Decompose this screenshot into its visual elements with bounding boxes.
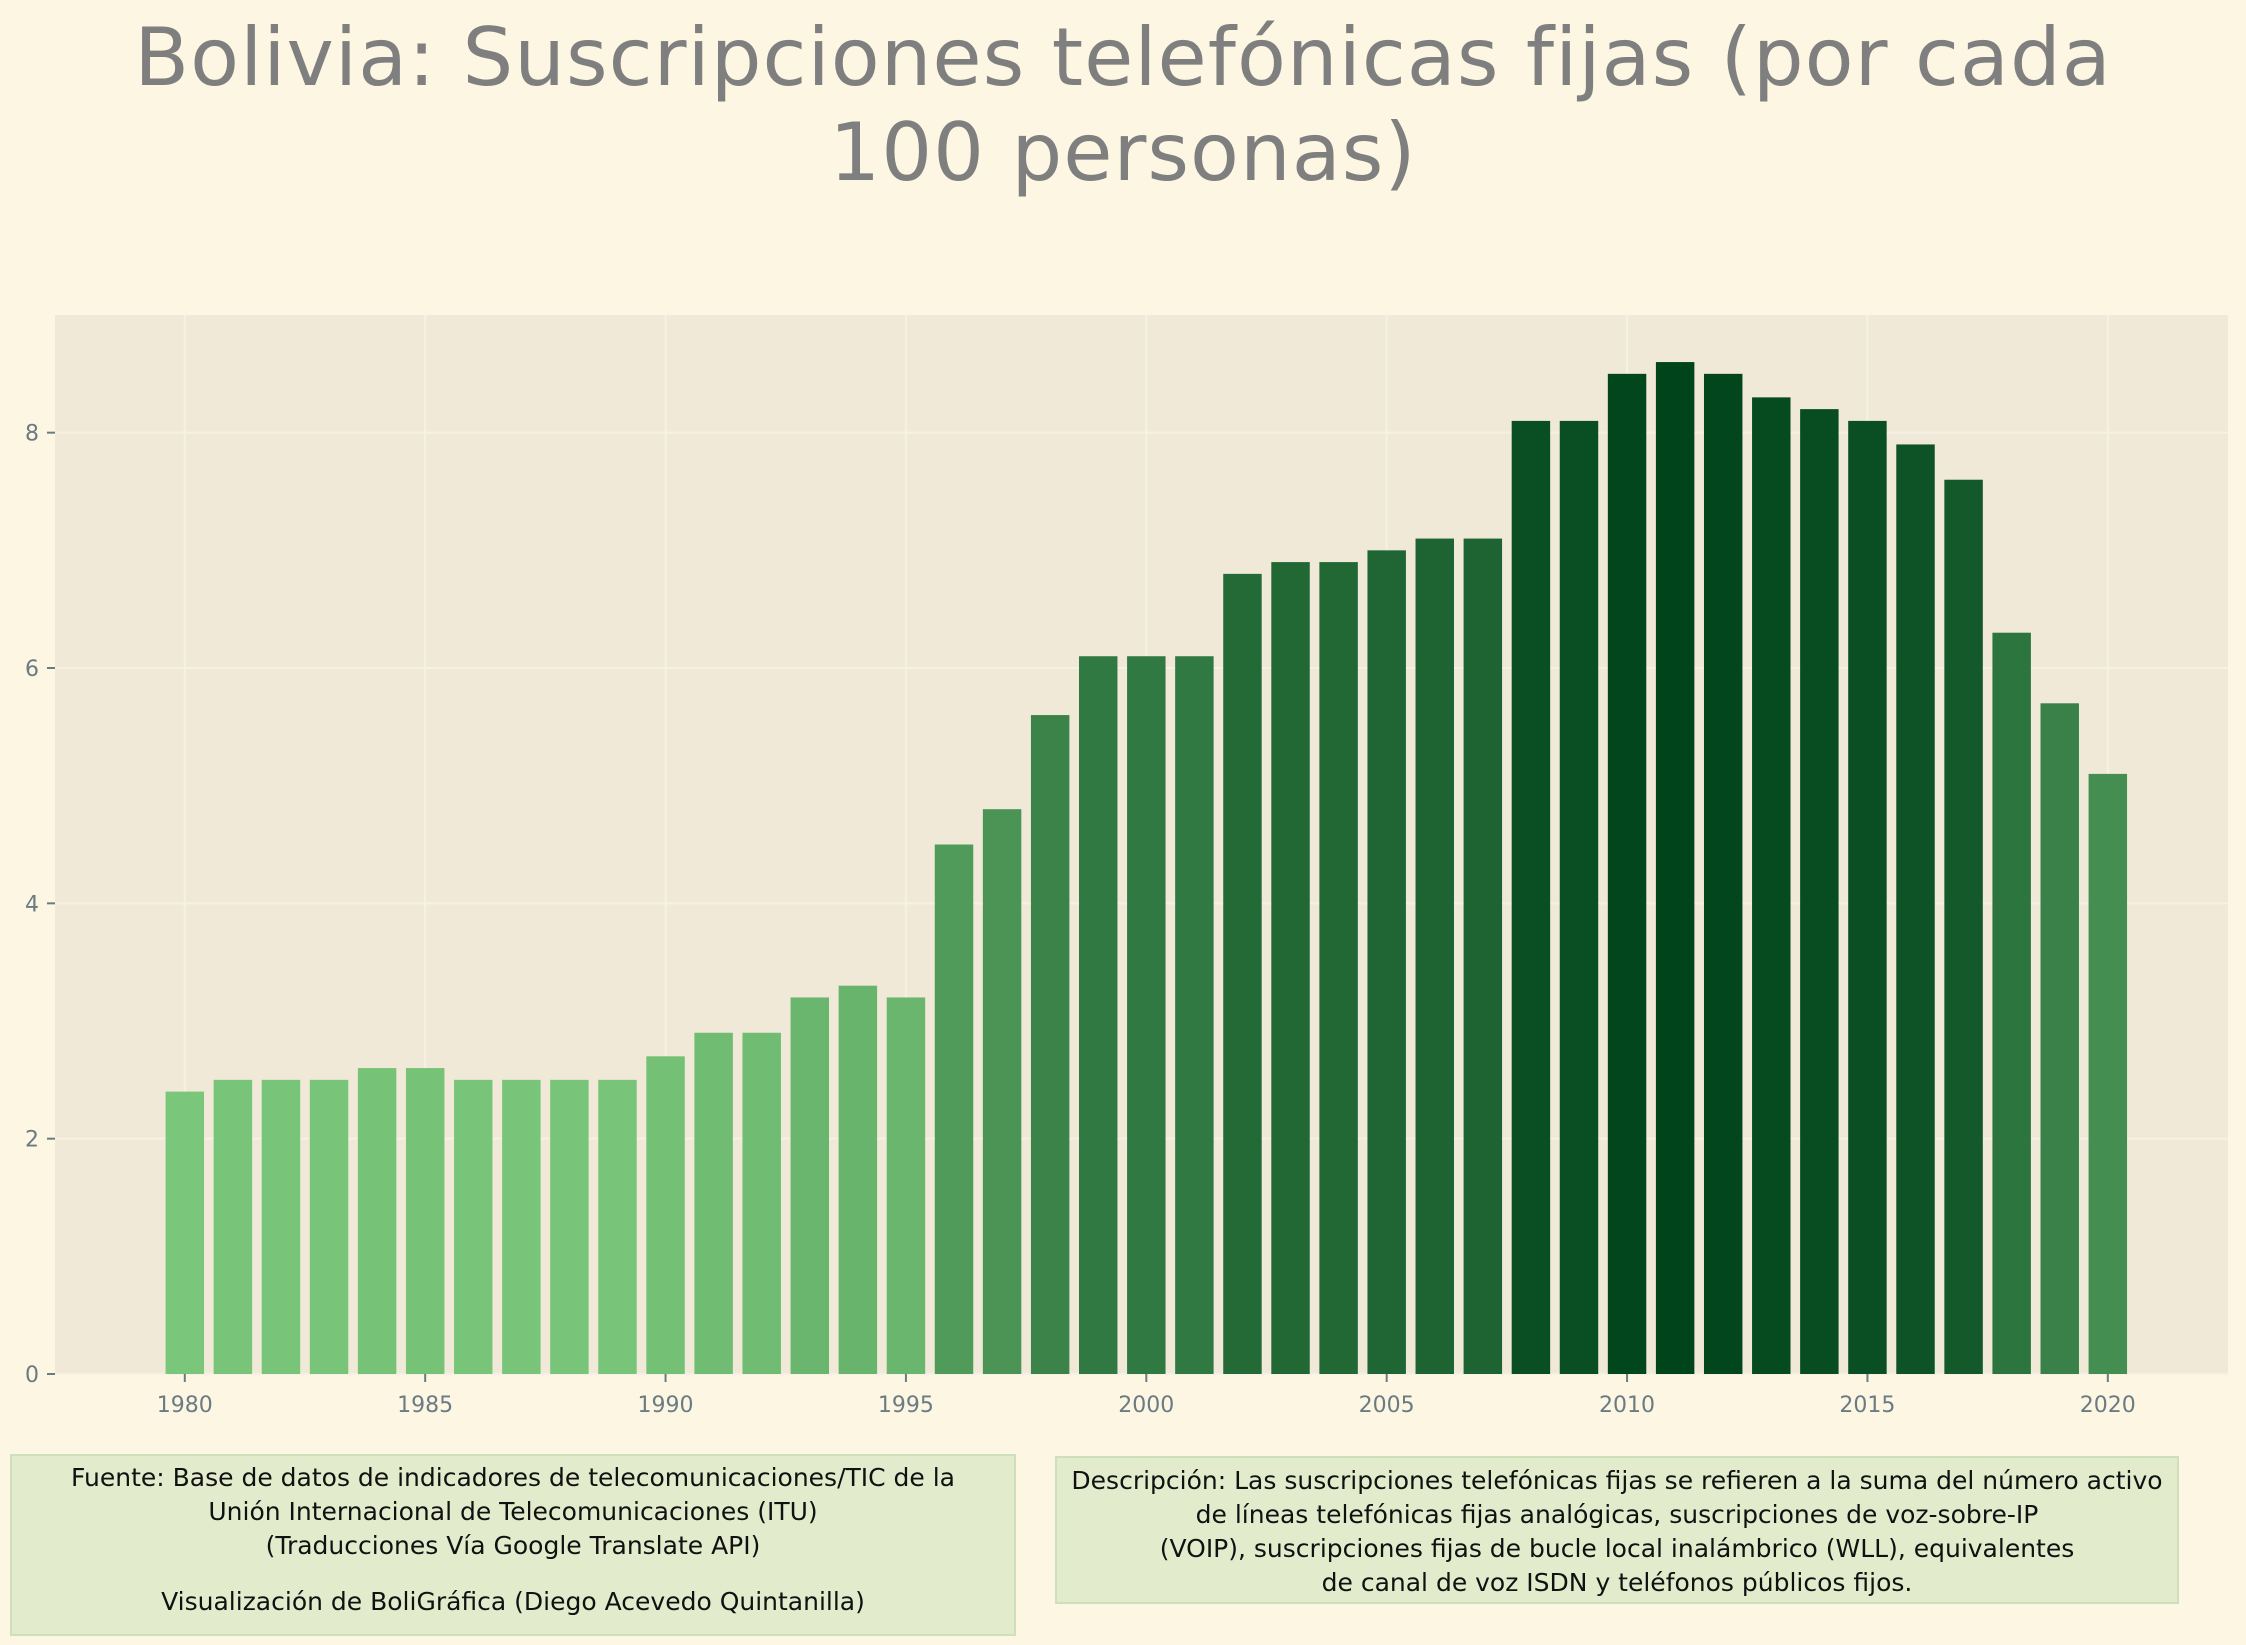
source-line-3: (Traducciones Vía Google Translate API) xyxy=(265,1531,761,1560)
bar-1990 xyxy=(646,1056,685,1374)
bar-2017 xyxy=(1944,479,1983,1374)
y-tick-label: 4 xyxy=(25,892,39,917)
x-tick-label: 1990 xyxy=(638,1393,694,1418)
source-line-1: Fuente: Base de datos de indicadores de … xyxy=(71,1463,955,1492)
chart-title-line-2: 100 personas) xyxy=(829,106,1417,199)
bar-2018 xyxy=(1992,632,2031,1374)
bar-1980 xyxy=(165,1091,205,1374)
description-line-2: de líneas telefónicas fijas analógicas, … xyxy=(1195,1500,2039,1529)
x-tick-label: 2010 xyxy=(1599,1393,1655,1418)
bar-2002 xyxy=(1223,573,1262,1374)
description-line-1: Descripción: Las suscripciones telefónic… xyxy=(1071,1466,2163,1495)
bar-2014 xyxy=(1800,409,1839,1375)
bar-1992 xyxy=(742,1032,781,1374)
chart-title-line-1: Bolivia: Suscripciones telefónicas fijas… xyxy=(134,11,2112,104)
source-note: Fuente: Base de datos de indicadores de … xyxy=(10,1454,1016,1636)
bar-2012 xyxy=(1703,373,1743,1374)
x-tick-label: 2015 xyxy=(1839,1393,1895,1418)
bar-1999 xyxy=(1079,656,1118,1374)
bar-2007 xyxy=(1463,538,1503,1374)
bar-2001 xyxy=(1175,656,1214,1374)
credit-line: Visualización de BoliGráfica (Diego Acev… xyxy=(161,1587,865,1616)
bar-2004 xyxy=(1319,562,1358,1374)
bars xyxy=(165,362,2128,1375)
y-tick-label: 2 xyxy=(25,1128,39,1153)
y-tick-label: 6 xyxy=(25,657,39,682)
bar-1997 xyxy=(982,809,1022,1374)
bar-2006 xyxy=(1415,538,1454,1374)
bar-1981 xyxy=(213,1079,253,1374)
bar-2013 xyxy=(1752,397,1791,1374)
x-tick-label: 1995 xyxy=(878,1393,934,1418)
bar-1984 xyxy=(357,1068,397,1374)
bar-1987 xyxy=(502,1079,541,1374)
bar-2019 xyxy=(2040,703,2079,1374)
bar-2010 xyxy=(1607,373,1647,1374)
x-tick-label: 1985 xyxy=(397,1393,453,1418)
bar-1994 xyxy=(838,985,878,1374)
bar-2000 xyxy=(1127,656,1166,1374)
bar-1995 xyxy=(886,997,926,1374)
bar-1989 xyxy=(598,1079,637,1374)
x-tick-label: 2000 xyxy=(1118,1393,1174,1418)
bar-1985 xyxy=(405,1068,445,1374)
bar-1991 xyxy=(694,1032,733,1374)
bar-2020 xyxy=(2088,773,2128,1374)
axes: 0 2 4 6 8 1980 1985 1990 1995 2000 2005 2010 2015 202… xyxy=(25,422,2136,1418)
source-line-2: Unión Internacional de Telecomunicacione… xyxy=(208,1497,818,1526)
bar-1986 xyxy=(454,1079,493,1374)
y-tick-label: 8 xyxy=(25,422,39,447)
bar-1983 xyxy=(309,1079,349,1374)
x-tick-label: 2005 xyxy=(1359,1393,1415,1418)
bar-2011 xyxy=(1655,362,1695,1375)
y-tick-label: 0 xyxy=(25,1363,39,1388)
bar-2016 xyxy=(1896,444,1935,1374)
description-line-3: (VOIP), suscripciones fijas de bucle loc… xyxy=(1159,1534,2075,1563)
description-note: Descripción: Las suscripciones telefónic… xyxy=(1055,1456,2179,1604)
bar-2008 xyxy=(1511,420,1551,1374)
chart-title: Bolivia: Suscripciones telefónicas fijas… xyxy=(0,10,2246,200)
x-tick-label: 2020 xyxy=(2080,1393,2136,1418)
bar-2009 xyxy=(1559,420,1599,1374)
bar-2005 xyxy=(1367,550,1406,1374)
bar-1993 xyxy=(790,997,830,1374)
bar-2003 xyxy=(1271,562,1310,1374)
bar-1988 xyxy=(550,1079,589,1374)
bar-1998 xyxy=(1030,715,1070,1374)
bar-2015 xyxy=(1848,420,1887,1374)
x-tick-label: 1980 xyxy=(157,1393,213,1418)
bar-1996 xyxy=(934,844,974,1374)
bar-1982 xyxy=(261,1079,301,1374)
description-line-4: de canal de voz ISDN y teléfonos público… xyxy=(1321,1568,1913,1597)
